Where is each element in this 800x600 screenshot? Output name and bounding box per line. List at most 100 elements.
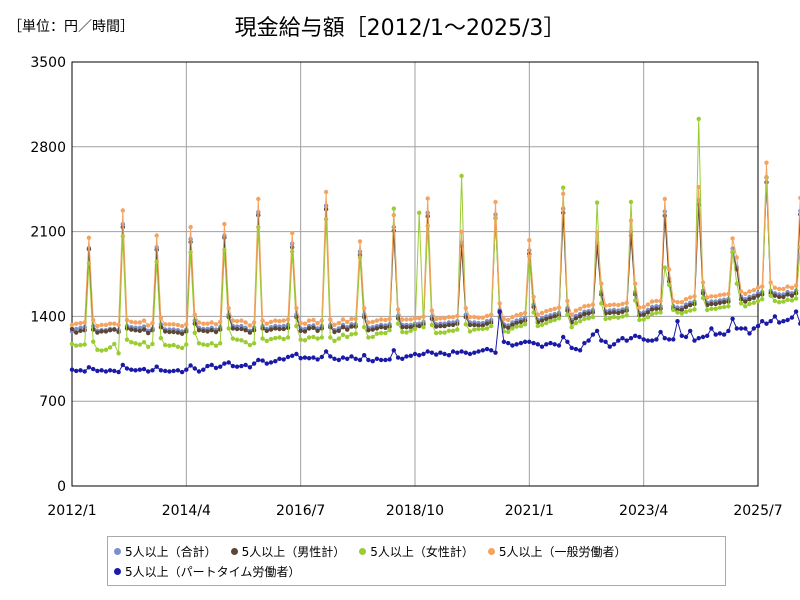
data-point xyxy=(777,320,782,325)
data-point xyxy=(256,357,261,363)
data-point xyxy=(201,321,206,326)
data-point xyxy=(785,297,790,302)
data-point xyxy=(251,341,257,346)
data-point xyxy=(391,206,396,211)
data-point xyxy=(226,306,231,311)
data-point xyxy=(184,329,189,334)
data-point xyxy=(239,363,244,369)
data-point xyxy=(726,304,731,309)
data-point xyxy=(662,196,667,202)
data-point xyxy=(569,312,574,317)
data-point xyxy=(607,344,612,349)
data-point xyxy=(577,348,583,353)
data-point xyxy=(222,235,227,240)
data-point xyxy=(463,350,468,355)
data-point xyxy=(755,298,761,304)
data-point xyxy=(95,330,100,335)
data-point xyxy=(501,339,507,344)
data-point xyxy=(421,314,426,319)
data-point xyxy=(489,323,494,329)
data-point xyxy=(218,364,223,369)
data-point xyxy=(91,317,96,323)
data-point xyxy=(438,330,443,335)
data-point xyxy=(539,318,545,323)
data-point xyxy=(404,325,409,330)
data-point xyxy=(565,298,570,304)
data-point xyxy=(518,323,524,329)
data-point xyxy=(789,293,795,298)
data-point xyxy=(116,351,121,356)
data-point xyxy=(141,366,147,372)
data-point xyxy=(336,357,341,363)
data-point xyxy=(522,322,528,327)
data-point xyxy=(582,316,587,322)
data-point xyxy=(251,320,257,325)
data-point xyxy=(446,322,452,328)
data-point xyxy=(506,317,511,323)
data-point xyxy=(179,331,185,336)
data-point xyxy=(362,353,367,358)
data-point xyxy=(586,316,591,321)
data-point xyxy=(264,338,269,344)
data-point xyxy=(793,309,799,314)
data-point xyxy=(633,298,638,303)
data-point xyxy=(340,355,346,360)
data-point xyxy=(760,319,765,324)
data-point xyxy=(378,357,384,363)
data-point xyxy=(751,300,756,305)
data-point xyxy=(239,338,244,343)
data-point xyxy=(463,306,468,311)
data-point xyxy=(332,329,337,335)
data-point xyxy=(268,360,274,365)
data-point xyxy=(315,336,320,341)
data-point xyxy=(273,335,278,341)
data-point xyxy=(124,337,130,342)
data-point xyxy=(683,309,689,314)
data-point xyxy=(675,300,680,305)
data-point xyxy=(785,284,790,289)
data-point xyxy=(577,306,583,311)
data-point xyxy=(137,367,142,372)
data-point xyxy=(311,355,316,360)
data-point xyxy=(107,368,113,373)
data-point xyxy=(82,342,87,347)
data-point xyxy=(772,298,778,304)
data-point xyxy=(721,304,727,310)
data-point xyxy=(484,326,490,331)
data-point xyxy=(434,324,439,329)
data-point xyxy=(124,317,130,323)
data-point xyxy=(480,326,485,332)
data-point xyxy=(734,255,739,260)
data-point xyxy=(370,334,375,340)
data-point xyxy=(205,363,210,369)
data-point xyxy=(112,327,117,332)
data-point xyxy=(247,323,253,328)
data-point xyxy=(154,247,159,252)
data-point xyxy=(717,305,723,310)
data-point xyxy=(345,319,350,325)
data-point xyxy=(789,285,795,290)
data-point xyxy=(163,322,168,327)
data-point xyxy=(141,340,147,345)
data-point xyxy=(400,329,405,335)
data-point xyxy=(497,301,502,306)
data-point xyxy=(179,369,185,375)
data-point xyxy=(281,336,286,342)
data-point xyxy=(705,333,710,338)
data-point xyxy=(154,364,159,369)
data-point xyxy=(467,322,473,328)
data-point xyxy=(336,328,341,333)
data-point xyxy=(340,332,346,337)
data-point xyxy=(603,339,608,344)
legend-marker xyxy=(114,547,121,555)
data-point xyxy=(717,331,723,336)
data-point xyxy=(323,349,329,354)
data-point xyxy=(768,293,773,298)
data-point xyxy=(247,365,253,370)
series-4 xyxy=(69,309,800,375)
data-point xyxy=(556,305,562,310)
data-point xyxy=(696,184,701,190)
data-point xyxy=(628,336,634,341)
data-point xyxy=(179,345,185,351)
data-point xyxy=(459,229,464,234)
